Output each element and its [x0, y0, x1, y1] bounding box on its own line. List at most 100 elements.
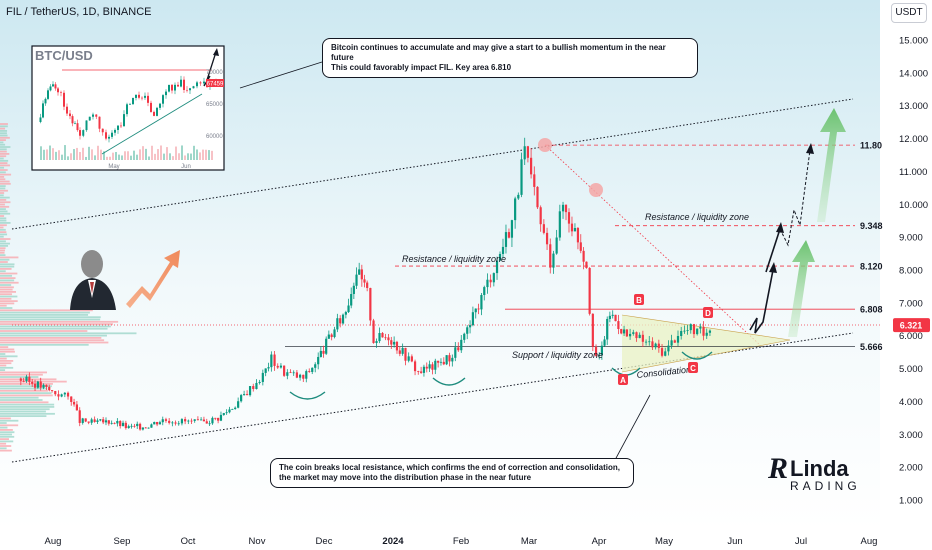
volume-bar	[0, 153, 10, 155]
candle-body	[390, 340, 393, 345]
candle-body	[657, 343, 660, 349]
volume-bar	[0, 339, 105, 342]
candle-body	[622, 329, 626, 334]
candle-body	[585, 261, 588, 268]
candle-body	[617, 321, 620, 330]
volume-bar	[0, 210, 8, 213]
candle-body	[96, 420, 99, 422]
volume-bar	[0, 394, 53, 397]
x-axis[interactable]: Aug Sep Oct Nov Dec 2024 Feb Mar Apr May Jun Jul Aug	[0, 530, 932, 550]
candle-body	[319, 350, 322, 357]
candle-body	[611, 314, 614, 316]
candle-body	[702, 326, 705, 336]
volume-bar	[0, 155, 7, 158]
inset-candle-body	[129, 104, 131, 105]
volume-bar	[0, 297, 12, 300]
x-axis-bg	[0, 530, 932, 550]
candle-body	[625, 329, 629, 337]
candle-body	[564, 204, 568, 213]
volume-bar	[0, 203, 5, 206]
candle-body	[620, 329, 623, 334]
inset-candle-body	[63, 92, 65, 107]
candle-body	[375, 341, 378, 343]
inset-candle-body	[203, 81, 205, 84]
candle-body	[558, 211, 561, 238]
candle-body	[150, 424, 153, 428]
candle-body	[347, 305, 350, 313]
candle-body	[358, 269, 361, 275]
candle-body	[48, 386, 51, 391]
candle-body	[598, 354, 601, 356]
candle-body	[302, 374, 305, 379]
point-badge	[688, 362, 698, 373]
volume-bar	[0, 346, 9, 349]
y-tick-label: 8.000	[899, 266, 923, 277]
candle-body	[372, 320, 375, 343]
volume-bar	[0, 201, 11, 204]
candle-body	[87, 421, 90, 423]
candle-body	[567, 212, 571, 224]
volume-bar	[0, 208, 6, 211]
bottom-arc	[681, 351, 713, 360]
x-tick-label: Mar	[521, 536, 537, 547]
inset-volume-bar	[97, 145, 99, 160]
volume-bar	[0, 279, 15, 282]
y-axis[interactable]: 15.000 14.000 13.000 12.000 11.000 10.000 9.00…	[883, 0, 932, 550]
inset-candle-body	[54, 84, 57, 89]
candle-body	[57, 394, 60, 397]
projection-arrowhead-1	[769, 262, 777, 273]
inset-volume-bar	[85, 156, 87, 160]
channel-lines	[11, 98, 880, 463]
level-label: 8.120	[860, 262, 883, 272]
inset-candle-body	[44, 98, 47, 104]
inset-volume-bar	[133, 150, 135, 160]
volume-bar	[0, 353, 6, 355]
candle-body	[384, 337, 387, 339]
character-body	[70, 278, 116, 310]
volume-bar	[0, 314, 89, 316]
inset-volume-bar	[103, 151, 105, 160]
volume-bar	[0, 440, 14, 443]
y-tick-label: 15.000	[899, 36, 928, 47]
candle-body	[202, 419, 206, 422]
x-tick-label: Oct	[181, 536, 196, 547]
candle-body	[395, 341, 399, 351]
inset-volume-bar	[178, 153, 180, 160]
candle-body	[644, 341, 648, 343]
volume-bar	[0, 309, 93, 312]
volume-bar	[0, 307, 13, 309]
inset-volume-bar	[55, 151, 57, 160]
point-badge	[634, 294, 644, 305]
inset-volume-bar	[148, 156, 150, 160]
candle-body	[614, 314, 617, 322]
candle-body	[119, 420, 122, 427]
orange-up-arrow	[126, 250, 180, 308]
x-tick-label: Aug	[45, 536, 62, 547]
volume-bar	[0, 222, 11, 224]
inset-trendline	[101, 93, 203, 155]
candle-body	[273, 354, 276, 366]
callout-bottom: The coin breaks local resistance, which …	[270, 458, 634, 488]
volume-bar	[0, 415, 47, 418]
inset-candle-body	[85, 120, 88, 131]
inset-candle-body	[74, 123, 76, 124]
candle-body	[144, 427, 147, 429]
volume-bar	[0, 166, 5, 169]
inset-candle-body	[153, 111, 155, 116]
volume-bar	[0, 401, 49, 404]
inset-candle-body	[138, 94, 140, 98]
candle-body	[523, 146, 526, 160]
candle-body	[153, 421, 156, 425]
inset-candle-body	[57, 88, 59, 93]
candle-body	[555, 237, 558, 254]
inset-volume-bar	[40, 146, 42, 160]
currency-button[interactable]: USDT	[891, 3, 927, 23]
candle-body	[66, 392, 70, 397]
volume-bar	[0, 288, 13, 291]
inset-x-label: Jun	[181, 164, 191, 170]
volume-bar	[0, 327, 108, 330]
volume-bar	[0, 383, 53, 385]
candle-body	[180, 419, 184, 424]
x-tick-label: Aug	[861, 536, 878, 547]
